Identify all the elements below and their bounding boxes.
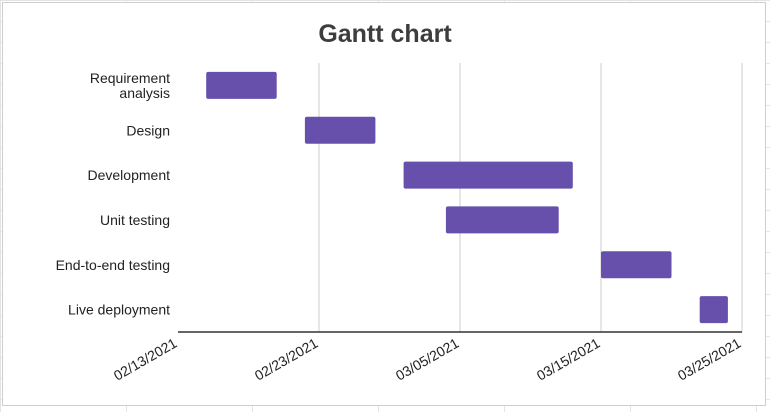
x-tick-label-5: 03/25/2021 (675, 335, 744, 384)
x-tick-label-3: 03/05/2021 (393, 335, 462, 384)
task-label-4: Unit testing (100, 212, 170, 228)
task-label-6: Live deployment (68, 302, 170, 318)
task-bar-4[interactable] (445, 206, 559, 234)
x-tick-label-1: 02/13/2021 (111, 335, 180, 384)
chart-container[interactable] (2, 2, 766, 406)
task-label-2: Design (126, 122, 170, 138)
task-label-3: Development (88, 167, 171, 183)
task-bar-2[interactable] (304, 116, 376, 144)
task-bar-1[interactable] (206, 71, 277, 99)
x-tick-label-2: 02/23/2021 (252, 335, 321, 384)
task-bar-5[interactable] (601, 251, 672, 279)
x-tick-label-4: 03/15/2021 (534, 335, 603, 384)
task-label-5: End-to-end testing (56, 257, 170, 273)
task-bar-3[interactable] (403, 161, 573, 189)
task-bar-6[interactable] (699, 296, 728, 324)
task-label-1: Requirement analysis (90, 70, 170, 101)
chart-title: Gantt chart (318, 20, 452, 48)
